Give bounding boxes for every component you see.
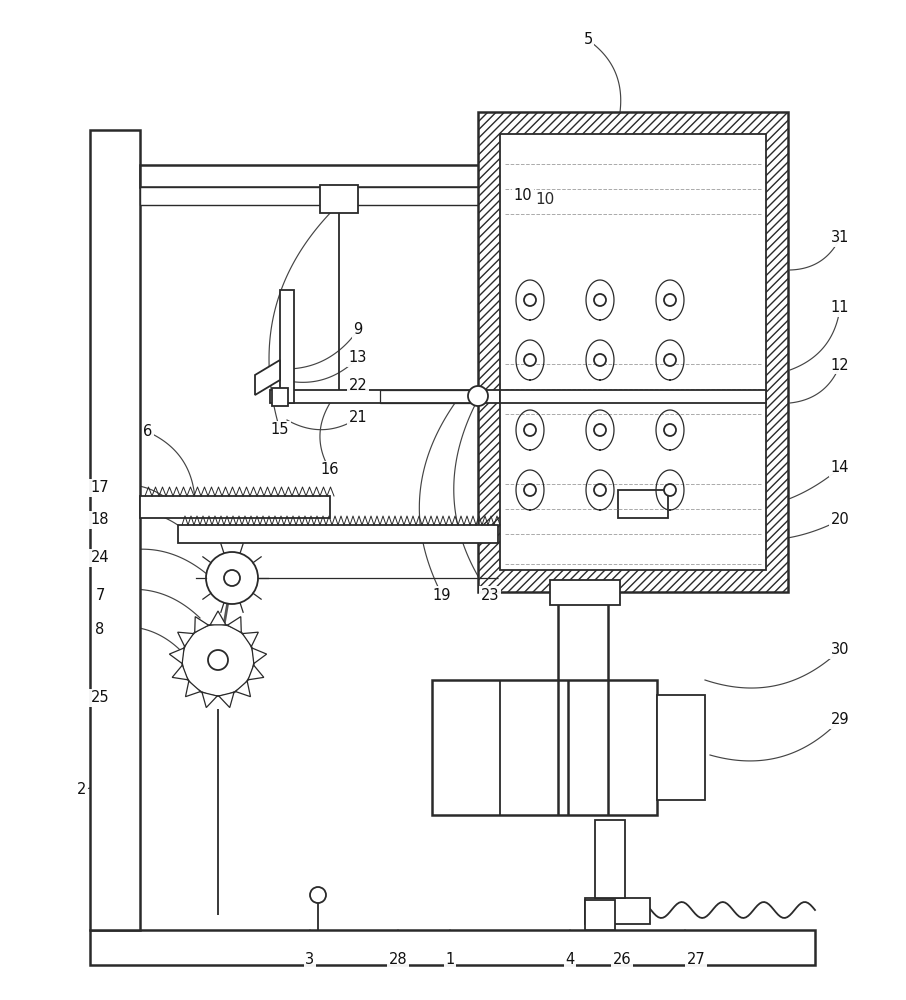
Bar [478,112,788,592]
Text: 4: 4 [565,952,574,968]
Polygon shape [248,665,264,680]
Polygon shape [178,632,194,647]
Circle shape [182,624,254,696]
Text: 23: 23 [481,587,499,602]
Bar [550,580,620,605]
Text: 25: 25 [91,690,110,706]
Bar [90,130,140,930]
Bar [657,695,705,800]
Text: 8: 8 [95,622,104,638]
Text: 17: 17 [91,481,110,495]
Text: 21: 21 [349,410,367,426]
Text: 7: 7 [95,587,105,602]
Polygon shape [195,617,208,633]
Polygon shape [227,617,241,633]
Bar [618,490,668,518]
Polygon shape [218,692,234,708]
Text: 12: 12 [831,358,849,372]
Text: 27: 27 [687,952,706,968]
Circle shape [664,354,676,366]
Bar [272,388,288,406]
Circle shape [310,887,326,903]
Bar [140,187,630,205]
Polygon shape [236,681,250,697]
Circle shape [664,424,676,436]
Circle shape [468,386,488,406]
Bar [90,930,815,965]
Bar [280,290,294,403]
Text: 20: 20 [831,512,850,528]
Text: 14: 14 [831,460,849,476]
Circle shape [206,552,258,604]
Bar [500,390,766,403]
Text: 6: 6 [143,424,152,440]
Circle shape [208,650,228,670]
Bar [380,390,475,403]
Circle shape [594,354,606,366]
Polygon shape [169,648,184,664]
Text: 9: 9 [353,322,362,338]
Text: 22: 22 [349,378,367,393]
Polygon shape [255,360,280,395]
Bar [432,680,657,815]
Text: 28: 28 [389,952,408,968]
Polygon shape [210,611,226,625]
Circle shape [524,354,536,366]
Circle shape [524,294,536,306]
Text: 16: 16 [321,462,339,478]
Text: 11: 11 [831,300,849,316]
Bar [178,525,498,543]
Polygon shape [243,632,258,647]
Text: 18: 18 [91,512,110,528]
Bar [140,496,330,518]
Bar [585,898,650,924]
Polygon shape [202,692,217,708]
Text: 10: 10 [514,188,533,202]
Circle shape [594,484,606,496]
Circle shape [524,424,536,436]
Text: 31: 31 [831,231,849,245]
Circle shape [664,294,676,306]
Bar [585,900,615,930]
Text: 13: 13 [349,351,367,365]
Text: 15: 15 [271,422,289,438]
Polygon shape [252,648,266,664]
Bar [500,134,766,570]
Circle shape [524,484,536,496]
Polygon shape [186,681,200,697]
Circle shape [664,484,676,496]
Text: 19: 19 [433,587,451,602]
Text: 29: 29 [831,712,849,728]
Text: 24: 24 [91,550,110,566]
Bar [320,185,358,213]
Text: 30: 30 [831,643,849,658]
Text: 26: 26 [612,952,631,968]
Text: 5: 5 [583,32,593,47]
Polygon shape [172,665,188,680]
Bar [270,390,500,403]
Circle shape [594,294,606,306]
Circle shape [224,570,240,586]
Text: 1: 1 [446,952,455,968]
Text: 10: 10 [535,192,554,208]
Text: 3: 3 [305,952,314,968]
Circle shape [594,424,606,436]
Bar [595,820,625,898]
Text: 2: 2 [77,782,87,798]
Bar [140,165,630,187]
